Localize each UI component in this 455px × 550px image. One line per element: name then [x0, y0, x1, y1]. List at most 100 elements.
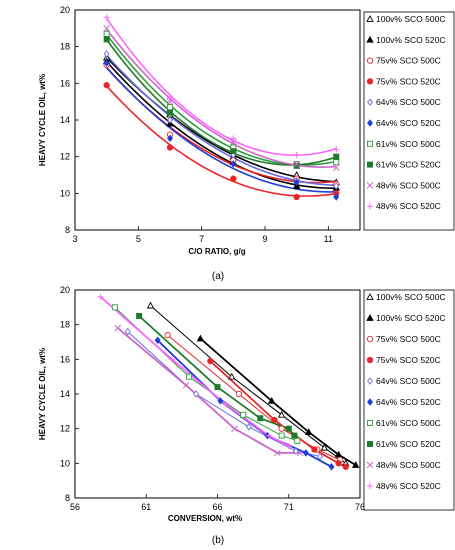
chart-a-x-tick-label: 9: [262, 234, 267, 244]
chart-b-x-ticks: 56 61 66 71 76: [70, 494, 365, 512]
chart-a-legend-swatch-64v-sco-520c: [367, 119, 373, 127]
chart-a-point-48v-sco-520c: [167, 95, 173, 101]
chart-b-legend-entry-100v-sco-520c: 100v% SCO 520C: [376, 313, 445, 323]
chart-b-legend-swatch-61v-sco-520c: [367, 441, 374, 448]
chart-b-point-100v-sco-520c: [351, 461, 360, 468]
chart-b-legend-swatch-75v-sco-520c: [366, 356, 374, 364]
chart-b-legend-entry-61v-sco-500c: 61v% SCO 500C: [376, 418, 441, 428]
chart-b-point-61v-sco-520c: [291, 432, 298, 439]
chart-b-point-75v-sco-500c: [278, 425, 285, 432]
chart-a-point-64v-sco-500c: [167, 116, 173, 124]
chart-b-point-61v-sco-520c: [257, 415, 264, 422]
chart-a-point-61v-sco-500c: [333, 159, 340, 166]
chart-a-legend-entry-100v-sco-520c: 100v% SCO 520C: [376, 35, 445, 45]
chart-a-legend-entry-75v-sco-520c: 75v% SCO 520C: [376, 76, 441, 86]
chart-b-point-48v-sco-500c: [114, 324, 122, 332]
chart-a-point-75v-sco-520c: [293, 193, 300, 201]
chart-a-point-64v-sco-520c: [103, 59, 110, 67]
chart-a-x-tick-label: 7: [199, 234, 204, 244]
chart-b-point-75v-sco-520c: [311, 446, 318, 453]
chart-b-point-100v-sco-500c: [146, 301, 155, 309]
chart-a-point-48v-sco-500c: [229, 138, 237, 146]
chart-a-point-48v-sco-500c: [103, 24, 111, 32]
chart-b-plot-area: [74, 289, 361, 499]
chart-a-y-tick-label: 14: [60, 115, 70, 125]
chart-a-point-48v-sco-520c: [230, 135, 237, 142]
chart-a-point-64v-sco-520c: [167, 134, 173, 143]
chart-a-legend-swatch-75v-sco-520c: [366, 78, 374, 85]
chart-a-point-48v-sco-520c: [103, 14, 110, 21]
chart-a-y-ticks: 8 10 12 14 16 18 20: [60, 5, 79, 235]
chart-b-legend-swatch-100v-sco-520c: [366, 314, 374, 321]
chart-b-point-100v-sco-520c: [196, 334, 205, 342]
chart-a-point-61v-sco-500c: [103, 30, 110, 37]
chart-b-x-tick-label: 66: [212, 502, 222, 512]
chart-b-point-100v-sco-500c: [277, 410, 286, 418]
chart-b-legend-entry-48v-sco-500c: 48v% SCO 500C: [376, 460, 441, 470]
chart-b-point-61v-sco-520c: [136, 313, 143, 320]
chart-b-point-64v-sco-500c: [245, 423, 252, 431]
chart-b-x-axis-label: CONVERSION, wt%: [168, 514, 242, 523]
chart-a-point-61v-sco-520c: [333, 153, 340, 160]
chart-a-y-tick-label: 16: [60, 78, 70, 88]
chart-b-point-75v-sco-500c: [164, 331, 171, 339]
chart-a-point-48v-sco-500c: [332, 164, 340, 172]
chart-b-point-48v-sco-500c: [296, 449, 304, 457]
chart-b-legend-entry-100v-sco-500c: 100v% SCO 500C: [376, 292, 445, 302]
chart-b-point-64v-sco-500c: [193, 390, 200, 398]
chart-a-legend-swatch-100v-sco-500c: [366, 15, 374, 22]
chart-b-point-61v-sco-520c: [285, 425, 292, 432]
chart-b-x-tick-label: 61: [141, 502, 151, 512]
chart-a-point-64v-sco-500c: [333, 182, 340, 190]
chart-a-point-61v-sco-520c: [230, 148, 237, 155]
chart-a-legend-swatch-64v-sco-500c: [367, 98, 373, 106]
chart-b-y-ticks: 8 10 12 14 16 18 20: [60, 285, 79, 503]
chart-a-x-axis-label: C/O RATIO, g/g: [188, 247, 245, 256]
chart-b-point-100v-sco-520c: [304, 428, 313, 435]
chart-b-point-61v-sco-500c: [111, 304, 118, 311]
chart-a-legend-swatch-48v-sco-520c: [367, 203, 373, 210]
chart-b-point-64v-sco-520c: [328, 463, 335, 471]
chart-b-point-48v-sco-520c: [97, 293, 104, 300]
chart-a-legend-entry-64v-sco-520c: 64v% SCO 520C: [376, 118, 441, 128]
chart-a-y-tick-label: 8: [65, 225, 70, 235]
chart-a-point-75v-sco-520c: [230, 175, 237, 182]
chart-a-legend-entry-61v-sco-520c: 61v% SCO 520C: [376, 160, 441, 170]
chart-a-legend-swatch-100v-sco-520c: [366, 35, 374, 43]
chart-a-point-48v-sco-500c: [293, 160, 301, 168]
chart-b-point-100v-sco-500c: [227, 372, 236, 380]
chart-a-legend-entry-75v-sco-500c: 75v% SCO 500C: [376, 56, 441, 66]
chart-b-point-75v-sco-520c: [271, 416, 278, 424]
chart-a-x-tick-label: 11: [324, 234, 333, 244]
chart-b-y-tick-label: 20: [60, 285, 70, 295]
chart-b-y-tick-label: 10: [60, 458, 70, 468]
chart-b-point-48v-sco-520c: [285, 443, 292, 449]
chart-b-y-tick-label: 18: [60, 320, 70, 330]
chart-a-legend-entry-48v-sco-520c: 48v% SCO 520C: [376, 201, 441, 211]
chart-b-legend-swatch-61v-sco-500c: [367, 420, 374, 427]
chart-a-point-64v-sco-520c: [333, 193, 340, 201]
chart-a-legend-swatch-61v-sco-500c: [367, 140, 374, 147]
chart-b-point-48v-sco-500c: [273, 449, 281, 457]
chart-a-point-48v-sco-520c: [293, 151, 300, 158]
chart-a-point-61v-sco-520c: [166, 109, 173, 116]
chart-a-y-tick-label: 12: [60, 152, 70, 162]
chart-b-legend-entry-61v-sco-520c: 61v% SCO 520C: [376, 439, 441, 449]
chart-b-legend-entry-48v-sco-520c: 48v% SCO 520C: [376, 481, 441, 491]
chart-b-point-61v-sco-500c: [278, 432, 285, 439]
chart-b-point-75v-sco-520c: [207, 357, 214, 365]
chart-a-x-tick-label: 5: [136, 234, 141, 244]
chart-b-legend: 100v% SCO 500C 100v% SCO 520C 75v% SCO 500…: [363, 289, 455, 511]
chart-b-point-64v-sco-520c: [217, 397, 224, 405]
chart-b-legend-entry-64v-sco-520c: 64v% SCO 520C: [376, 397, 441, 407]
chart-b-point-48v-sco-500c: [231, 425, 238, 433]
chart-b-legend-entry-75v-sco-500c: 75v% SCO 500C: [376, 334, 441, 344]
chart-a-trend-64v-sco-520c: [106, 66, 337, 193]
chart-a-point-48v-sco-520c: [333, 146, 340, 153]
chart-b-legend-swatch-75v-sco-500c: [366, 335, 374, 343]
chart-a-point-61v-sco-500c: [166, 104, 173, 111]
chart-a-x-tick-label: 3: [72, 234, 77, 244]
chart-b-point-100v-sco-500c: [320, 443, 329, 451]
chart-b-point-64v-sco-500c: [317, 452, 324, 461]
chart-b-legend-entry-75v-sco-520c: 75v% SCO 520C: [376, 355, 441, 365]
